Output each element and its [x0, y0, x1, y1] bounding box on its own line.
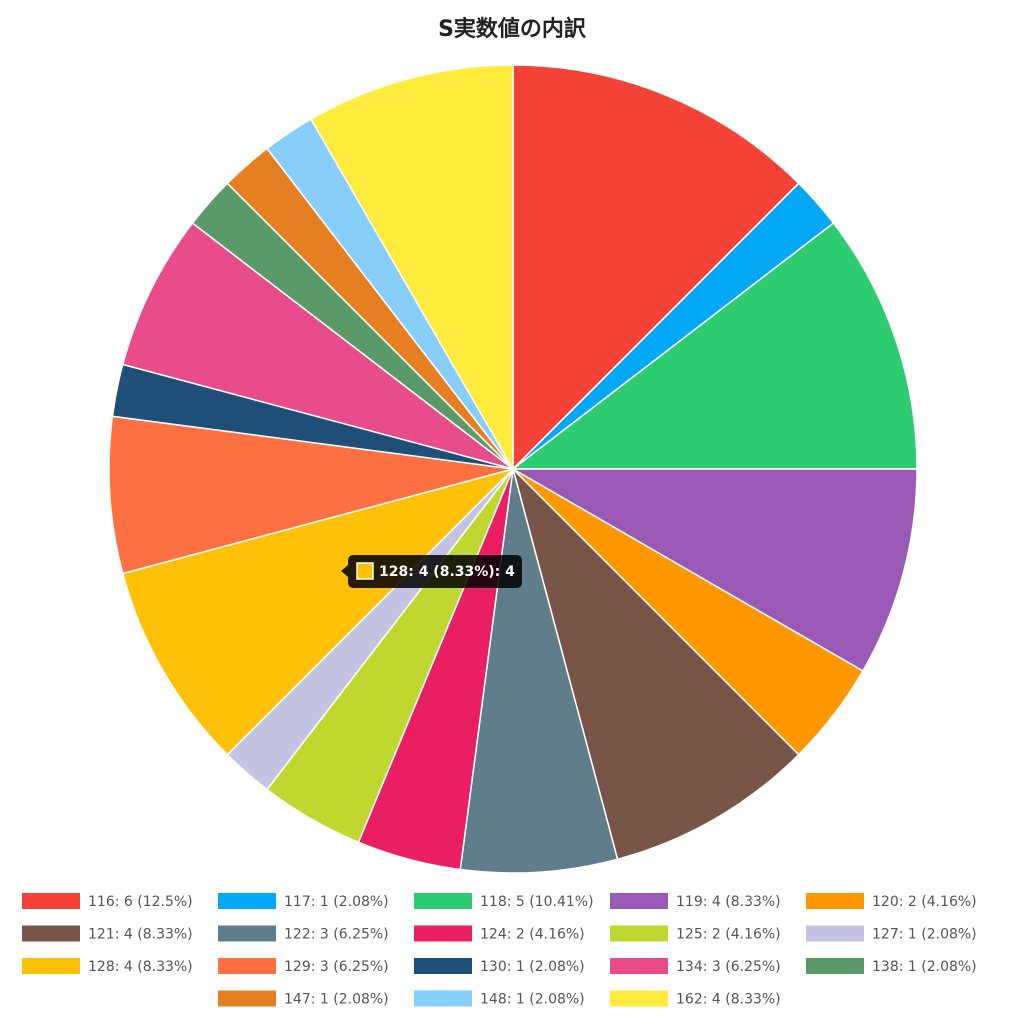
legend-item[interactable]: 122: 3 (6.25%)	[218, 925, 389, 943]
pie-slice	[511, 466, 800, 861]
legend-label: 147: 1 (2.08%)	[284, 992, 389, 1008]
tooltip-swatch	[356, 562, 374, 580]
legend-swatch	[806, 958, 864, 974]
legend-swatch	[610, 990, 668, 1007]
legend-label: 125: 2 (4.16%)	[676, 927, 781, 943]
legend-swatch	[610, 925, 668, 942]
pie-slice	[459, 468, 619, 874]
pie-slice	[121, 467, 516, 756]
pie-slice	[510, 468, 918, 673]
legend-swatch	[218, 925, 276, 942]
legend-label: 118: 5 (10.41%)	[480, 894, 594, 910]
pie-slice	[309, 64, 514, 472]
legend-label: 138: 1 (2.08%)	[872, 959, 977, 975]
legend-swatch	[610, 893, 668, 909]
legend-item[interactable]: 119: 4 (8.33%)	[610, 893, 781, 910]
pie-slice	[512, 64, 800, 471]
legend-swatch	[218, 990, 276, 1007]
pie-slice	[108, 415, 514, 575]
legend-item[interactable]: 121: 4 (8.33%)	[22, 925, 193, 943]
legend-item[interactable]: 129: 3 (6.25%)	[218, 958, 389, 975]
legend-swatch	[218, 893, 276, 909]
legend-item[interactable]: 116: 6 (12.5%)	[22, 893, 193, 910]
legend: 116: 6 (12.5%) 117: 1 (2.08%) 118: 5 (10.4…	[22, 893, 977, 1008]
legend-label: 120: 2 (4.16%)	[872, 894, 977, 910]
legend-label: 122: 3 (6.25%)	[284, 927, 389, 943]
legend-label: 134: 3 (6.25%)	[676, 959, 781, 975]
pie-slice	[510, 222, 918, 470]
legend-label: 130: 1 (2.08%)	[480, 959, 585, 975]
tooltip-text: 128: 4 (8.33%): 4	[379, 564, 515, 580]
legend-swatch	[22, 893, 80, 909]
legend-label: 117: 1 (2.08%)	[284, 894, 389, 910]
tooltip-box	[341, 555, 522, 588]
legend-item[interactable]: 130: 1 (2.08%)	[414, 958, 585, 975]
legend-item[interactable]: 125: 2 (4.16%)	[610, 925, 781, 943]
legend-item[interactable]: 138: 1 (2.08%)	[806, 958, 977, 975]
legend-swatch	[610, 958, 668, 974]
legend-item[interactable]: 162: 4 (8.33%)	[610, 990, 781, 1008]
legend-item[interactable]: 134: 3 (6.25%)	[610, 958, 781, 975]
legend-swatch	[806, 893, 864, 909]
legend-swatch	[22, 925, 80, 942]
legend-label: 128: 4 (8.33%)	[88, 959, 193, 975]
legend-item[interactable]: 117: 1 (2.08%)	[218, 893, 389, 910]
legend-item[interactable]: 124: 2 (4.16%)	[414, 925, 585, 943]
legend-item[interactable]: 118: 5 (10.41%)	[414, 893, 594, 910]
legend-swatch	[414, 925, 472, 942]
legend-item[interactable]: 148: 1 (2.08%)	[414, 990, 585, 1008]
legend-label: 124: 2 (4.16%)	[480, 927, 585, 943]
chart-title: S実数値の内訳	[438, 16, 587, 42]
legend-swatch	[414, 990, 472, 1007]
legend-label: 127: 1 (2.08%)	[872, 927, 977, 943]
legend-swatch	[22, 958, 80, 974]
legend-item[interactable]: 147: 1 (2.08%)	[218, 990, 389, 1008]
tooltip: 128: 4 (8.33%): 4	[341, 555, 522, 588]
legend-item[interactable]: 120: 2 (4.16%)	[806, 893, 977, 910]
legend-swatch	[414, 958, 472, 974]
legend-label: 129: 3 (6.25%)	[284, 959, 389, 975]
legend-label: 162: 4 (8.33%)	[676, 992, 781, 1008]
legend-swatch	[414, 893, 472, 909]
legend-label: 119: 4 (8.33%)	[676, 894, 781, 910]
legend-label: 116: 6 (12.5%)	[88, 894, 193, 910]
legend-item[interactable]: 128: 4 (8.33%)	[22, 958, 193, 975]
legend-swatch	[806, 925, 864, 942]
legend-swatch	[218, 958, 276, 974]
pie-slice	[121, 222, 514, 470]
legend-item[interactable]: 127: 1 (2.08%)	[806, 925, 977, 943]
legend-label: 121: 4 (8.33%)	[88, 927, 193, 943]
legend-label: 148: 1 (2.08%)	[480, 992, 585, 1008]
pie	[108, 64, 918, 874]
